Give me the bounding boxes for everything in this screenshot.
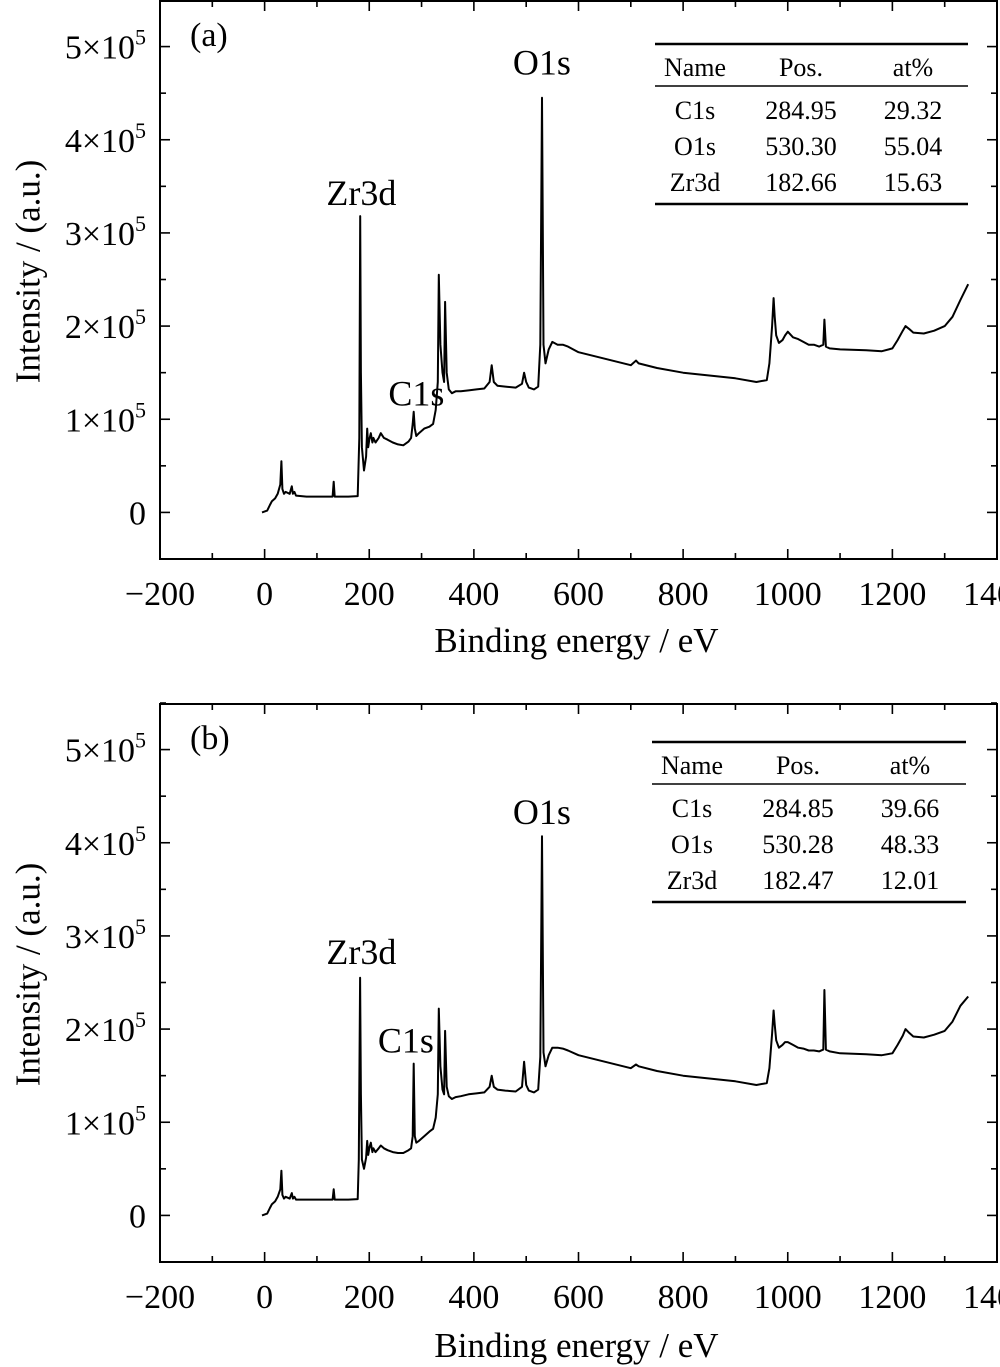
table-cell: C1s xyxy=(672,794,712,823)
x-tick-label: 1000 xyxy=(754,1279,822,1316)
table-cell: 55.04 xyxy=(884,132,943,161)
y-axis: 0 1×105 2×105 3×105 4×105 5×105 xyxy=(65,702,997,1263)
table-cell: 29.32 xyxy=(884,96,943,125)
table-cell: 284.95 xyxy=(765,96,837,125)
table-header-cell: Pos. xyxy=(776,751,820,780)
y-tick-label: 1×105 xyxy=(65,397,146,439)
x-tick-label: 1200 xyxy=(858,1279,926,1316)
y-tick-label: 2×105 xyxy=(65,1007,146,1049)
peak-label-o1s: O1s xyxy=(513,792,571,832)
x-axis: −200 0 200 400 600 800 1000 1200 1400 xyxy=(125,1,1000,613)
spectrum-line xyxy=(261,835,969,1217)
panel-label: (a) xyxy=(190,17,228,54)
chart-panel-a: −200 0 200 400 600 800 1000 1200 1400 0 1×105 2×105… xyxy=(9,0,1000,660)
table-cell: C1s xyxy=(675,96,715,125)
y-axis-title: Intensity / (a.u.) xyxy=(9,863,48,1087)
table-cell: Zr3d xyxy=(667,866,718,895)
y-tick-label: 5×105 xyxy=(65,25,146,67)
spectrum-line xyxy=(261,96,970,514)
table-cell: 284.85 xyxy=(762,794,834,823)
table-cell: 48.33 xyxy=(881,830,940,859)
x-axis: −200 0 200 400 600 800 1000 1200 1400 xyxy=(125,704,1000,1316)
table-header-cell: Name xyxy=(661,751,723,780)
composition-table: Name Pos. at% C1s 284.85 39.66 O1s 530.28 48.33 Z… xyxy=(652,740,966,904)
composition-table: Name Pos. at% C1s 284.95 29.32 O1s 530.30 55.04 Z… xyxy=(655,42,968,206)
plot-frame xyxy=(159,703,998,1263)
y-tick-label: 4×105 xyxy=(65,821,146,863)
table-cell: 39.66 xyxy=(881,794,940,823)
y-tick-label: 5×105 xyxy=(65,728,146,770)
x-tick-label: 800 xyxy=(658,1279,709,1316)
x-tick-label: 600 xyxy=(553,576,604,613)
peak-label-zr3d: Zr3d xyxy=(326,932,396,972)
x-tick-label: −200 xyxy=(125,576,195,613)
y-tick-label: 2×105 xyxy=(65,304,146,346)
y-axis-title: Intensity / (a.u.) xyxy=(9,160,48,384)
table-cell: Zr3d xyxy=(670,168,721,197)
table-header-cell: at% xyxy=(893,53,933,82)
x-tick-label: 400 xyxy=(448,576,499,613)
table-cell: 182.66 xyxy=(765,168,837,197)
table-cell: O1s xyxy=(674,132,716,161)
peak-label-c1s: C1s xyxy=(378,1020,434,1060)
table-cell: 530.28 xyxy=(762,830,834,859)
table-header-cell: Pos. xyxy=(779,53,823,82)
table-cell: 530.30 xyxy=(765,132,837,161)
x-tick-label: 0 xyxy=(256,1279,273,1316)
x-tick-label: 1000 xyxy=(754,576,822,613)
chart-panel-b: −200 0 200 400 600 800 1000 1200 1400 0 1×105 2×105… xyxy=(9,702,1000,1365)
x-axis-title: Binding energy / eV xyxy=(434,1326,718,1365)
x-tick-label: 200 xyxy=(344,576,395,613)
y-tick-label: 0 xyxy=(129,1198,146,1235)
y-tick-label: 4×105 xyxy=(65,118,146,160)
y-axis: 0 1×105 2×105 3×105 4×105 5×105 xyxy=(65,0,997,560)
y-tick-label: 3×105 xyxy=(65,211,146,253)
x-tick-label: 400 xyxy=(448,1279,499,1316)
y-tick-label: 0 xyxy=(129,495,146,532)
table-cell: 12.01 xyxy=(881,866,940,895)
x-tick-label: 1200 xyxy=(858,576,926,613)
table-cell: 182.47 xyxy=(762,866,834,895)
peak-label-zr3d: Zr3d xyxy=(326,173,396,213)
x-tick-label: 200 xyxy=(344,1279,395,1316)
x-tick-label: 1400 xyxy=(963,1279,1000,1316)
x-axis-title: Binding energy / eV xyxy=(434,621,718,660)
x-tick-label: 800 xyxy=(658,576,709,613)
table-header-cell: at% xyxy=(890,751,930,780)
x-tick-label: 600 xyxy=(553,1279,604,1316)
plot-frame xyxy=(159,0,998,560)
table-header-cell: Name xyxy=(664,53,726,82)
table-cell: 15.63 xyxy=(884,168,943,197)
x-tick-label: −200 xyxy=(125,1279,195,1316)
x-tick-label: 0 xyxy=(256,576,273,613)
y-tick-label: 3×105 xyxy=(65,914,146,956)
y-tick-label: 1×105 xyxy=(65,1100,146,1142)
table-cell: O1s xyxy=(671,830,713,859)
x-tick-label: 1400 xyxy=(963,576,1000,613)
peak-label-o1s: O1s xyxy=(513,43,571,83)
peak-label-c1s: C1s xyxy=(388,373,444,413)
panel-label: (b) xyxy=(190,720,230,757)
